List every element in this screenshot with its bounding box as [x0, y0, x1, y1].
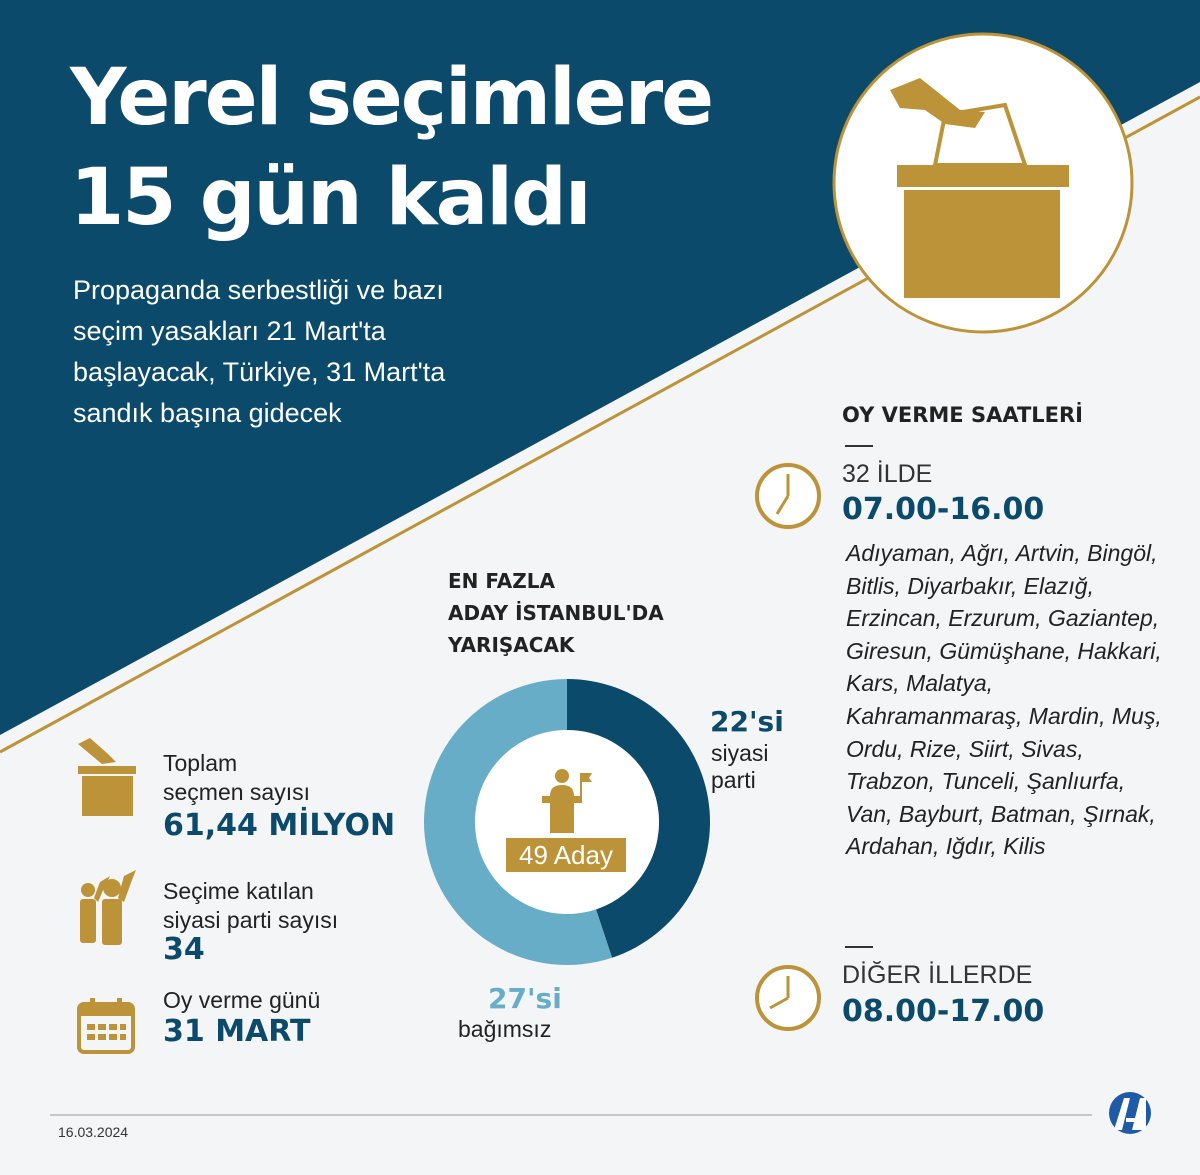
donut-heading: EN FAZLA ADAY İSTANBUL'DA YARIŞACAK: [448, 569, 664, 657]
donut-center-label: 49 Aday: [506, 838, 626, 872]
independent-slice-value: 27'si: [488, 982, 562, 1015]
footer-date: 16.03.2024: [58, 1124, 129, 1140]
group2-time: 08.00-17.00: [842, 994, 1045, 1029]
clock-icon: [755, 965, 821, 1031]
group1-provinces: Adıyaman, Ağrı, Artvin, Bingöl, Bitlis, …: [846, 540, 1162, 860]
party-supporters-icon: [80, 870, 136, 945]
speaker-podium-icon: [542, 769, 592, 833]
subtitle: Propaganda serbestliği ve bazı seçim yas…: [73, 275, 446, 428]
page-title: Yerel seçimlere 15 gün kaldı: [70, 53, 714, 243]
hero-ballot-box-icon: [890, 78, 1069, 298]
calendar-icon: [77, 998, 135, 1054]
hours-heading: OY VERME SAATLERİ: [842, 403, 1083, 427]
aa-logo: [1109, 1092, 1151, 1134]
divider: [845, 445, 873, 447]
donut-slice-independent: [424, 679, 613, 965]
ballot-box-icon: [78, 738, 136, 816]
voter-count-label: Toplam seçmen sayısı: [163, 750, 310, 805]
independent-slice-label: bağımsız: [458, 1016, 552, 1042]
divider: [845, 946, 873, 948]
vote-day-value: 31 MART: [163, 1014, 311, 1049]
clock-icon: [755, 463, 821, 529]
voter-count-value: 61,44 MİLYON: [163, 808, 396, 843]
group1-time: 07.00-16.00: [842, 492, 1045, 527]
group2-label: DİĞER İLLERDE: [842, 961, 1033, 989]
party-slice-value: 22'si: [710, 705, 784, 738]
vote-day-label: Oy verme günü: [163, 987, 321, 1013]
donut-slice-party: [567, 679, 710, 958]
party-slice-label: siyasi parti: [711, 740, 769, 793]
party-count-label: Seçime katılan siyasi parti sayısı: [163, 878, 339, 933]
group1-label: 32 İLDE: [842, 460, 933, 488]
party-count-value: 34: [163, 932, 205, 967]
